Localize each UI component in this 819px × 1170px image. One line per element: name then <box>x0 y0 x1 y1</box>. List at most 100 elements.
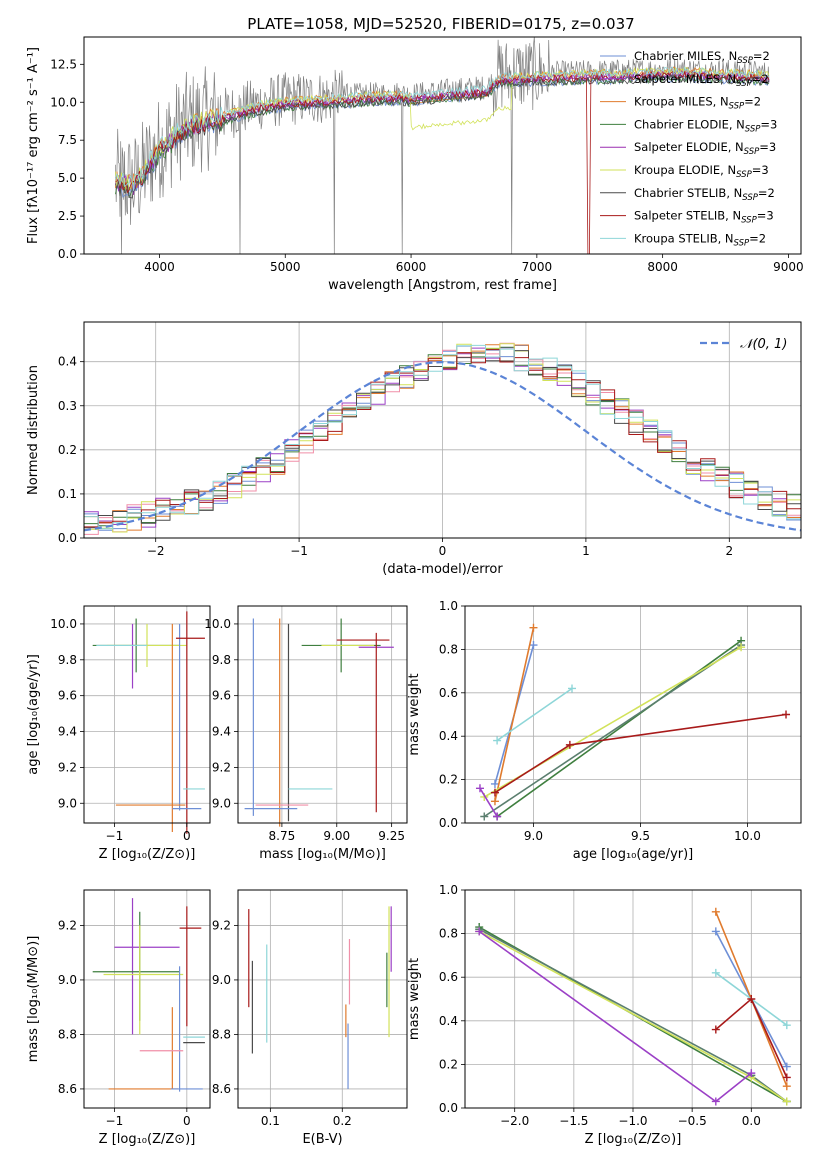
y-tick-label: 0.3 <box>58 399 77 413</box>
y-axis-label: mass weight <box>407 673 422 755</box>
weight-vs-age-panel: 9.0 9.5 10.0 0.0 0.2 0.4 0.6 0.8 1.0 age [log₁₀(a… <box>407 599 802 862</box>
x-tick-label: 2 <box>725 544 733 558</box>
spectrum-legend: Chabrier MILES, NSSP=2 Salpeter MILES, NS… <box>600 49 777 248</box>
weight-series-line <box>479 787 498 817</box>
weight-vs-metallicity-panel: −2.0 −1.5 −1.0 −0.5 0.0 0.0 0.2 0.4 0.6 0.8 1.0 Z [… <box>407 883 802 1147</box>
weight-series <box>475 927 756 1106</box>
weight-series <box>475 784 502 821</box>
y-tick-label: 0.4 <box>439 729 458 743</box>
y-tick-label: 0.2 <box>439 773 458 787</box>
y-tick-label: 0.0 <box>58 247 77 261</box>
axes-frame <box>464 605 802 824</box>
normal-distribution-curve <box>84 360 801 532</box>
data-point-marker <box>475 784 484 793</box>
y-tick-label: 0.8 <box>439 642 458 656</box>
x-tick-label: 9.25 <box>378 829 405 843</box>
data-point-marker <box>490 779 499 788</box>
x-axis-label: Z [log₁₀(Z/Z⊙)] <box>99 847 196 862</box>
y-tick-label: 9.8 <box>212 653 231 667</box>
data-point-marker <box>480 812 489 821</box>
y-tick-label: 8.6 <box>212 1082 231 1096</box>
x-tick-label: −2 <box>147 544 165 558</box>
legend-entry: Kroupa STELIB, NSSP=2 <box>634 231 766 248</box>
data-point-marker <box>782 1082 791 1091</box>
y-tick-label: 2.5 <box>58 209 77 223</box>
age-vs-mass-panel: 8.75 9.00 9.25 9.0 9.2 9.4 9.6 9.8 10.0 mass [log… <box>204 605 408 862</box>
model-spectrum-line <box>115 66 770 191</box>
data-point-marker <box>493 812 502 821</box>
x-tick-label: 0 <box>439 544 447 558</box>
axes-frame <box>237 889 408 1109</box>
y-tick-label: 0.8 <box>439 927 458 941</box>
x-tick-label: 8.75 <box>269 829 296 843</box>
y-tick-label: 10.0 <box>204 617 231 631</box>
x-tick-label: 8000 <box>647 260 678 274</box>
x-axis-label: (data-model)/error <box>382 562 503 577</box>
x-tick-label: 0.2 <box>333 1114 352 1128</box>
y-axis-label: mass weight <box>407 958 422 1040</box>
y-tick-label: 5.0 <box>58 171 77 185</box>
spectrum-plot-area <box>115 37 770 254</box>
y-tick-label: 9.2 <box>212 760 231 774</box>
legend-entry: Salpeter ELODIE, NSSP=3 <box>634 140 776 157</box>
data-point-marker <box>711 927 720 936</box>
axes-frame <box>83 889 211 1109</box>
y-tick-label: 12.5 <box>50 57 77 71</box>
y-tick-label: 9.6 <box>58 689 77 703</box>
legend-entry: Kroupa ELODIE, NSSP=3 <box>634 163 769 180</box>
legend-entry: Salpeter STELIB, NSSP=3 <box>634 209 774 226</box>
model-spectrum-line <box>115 70 770 254</box>
y-tick-label: 8.8 <box>58 1027 77 1041</box>
y-axis-label: mass [log₁₀(M/M⊙)] <box>26 936 41 1063</box>
y-tick-label: 0.0 <box>58 531 77 545</box>
x-axis-label: age [log₁₀(age/yr)] <box>573 847 694 862</box>
y-axis-label: age [log₁₀(age/yr)] <box>26 654 41 775</box>
y-tick-label: 0.4 <box>439 1014 458 1028</box>
x-tick-label: 0.0 <box>742 1114 761 1128</box>
histogram-step-line <box>84 342 801 535</box>
y-tick-label: 9.0 <box>212 973 231 987</box>
data-point-marker <box>711 968 720 977</box>
mass-vs-ebv-panel: 0.1 0.2 8.6 8.8 9.0 9.2 E(B-V) <box>212 889 408 1147</box>
axes-frame <box>83 36 802 255</box>
y-tick-label: 8.8 <box>212 1027 231 1041</box>
y-tick-label: 1.0 <box>439 599 458 613</box>
y-tick-label: 9.0 <box>58 796 77 810</box>
data-point-marker <box>529 623 538 632</box>
mass-vs-metallicity-panel: −1 0 8.6 8.8 9.0 9.2 Z [log₁₀(Z/Z⊙)] mass [log₁… <box>26 889 211 1147</box>
weight-series <box>493 684 577 745</box>
data-point-marker <box>747 995 756 1003</box>
y-tick-label: 0.2 <box>439 1057 458 1071</box>
x-tick-label: 9.5 <box>631 829 650 843</box>
data-point-marker <box>747 1069 756 1078</box>
y-tick-label: 8.6 <box>58 1082 77 1096</box>
y-tick-label: 9.0 <box>212 796 231 810</box>
data-point-marker <box>782 710 791 719</box>
x-tick-label: 5000 <box>270 260 301 274</box>
legend-entry: Kroupa MILES, NSSP=2 <box>634 95 761 112</box>
data-point-marker <box>782 1062 791 1071</box>
data-point-marker <box>568 684 577 693</box>
data-point-marker <box>493 736 502 745</box>
x-tick-label: 4000 <box>144 260 175 274</box>
y-axis-label: Flux [fλ10⁻¹⁷ erg cm⁻² s⁻¹ A⁻¹] <box>26 47 41 244</box>
data-point-marker <box>711 1097 720 1106</box>
legend-entry: 𝒩(0, 1) <box>740 337 787 352</box>
x-tick-label: −2.0 <box>500 1114 529 1128</box>
x-tick-label: 0 <box>183 829 191 843</box>
residual-histogram-panel: −2 −1 0 1 2 0.0 0.1 0.2 0.3 0.4 (data-model)/error… <box>26 321 802 577</box>
y-tick-label: 9.2 <box>58 760 77 774</box>
data-point-marker <box>782 1097 791 1106</box>
data-point-marker <box>737 643 746 652</box>
x-tick-label: 1 <box>582 544 590 558</box>
x-tick-label: 9000 <box>773 260 804 274</box>
axes-frame <box>83 605 211 824</box>
legend-entry: Salpeter MILES, NSSP=2 <box>634 72 769 89</box>
y-tick-label: 9.2 <box>58 918 77 932</box>
weight-series <box>493 636 746 821</box>
y-tick-label: 9.4 <box>58 725 77 739</box>
x-tick-label: −1 <box>106 829 124 843</box>
x-tick-label: 0.1 <box>261 1114 280 1128</box>
x-tick-label: −1 <box>106 1114 124 1128</box>
data-point-marker <box>565 740 574 749</box>
